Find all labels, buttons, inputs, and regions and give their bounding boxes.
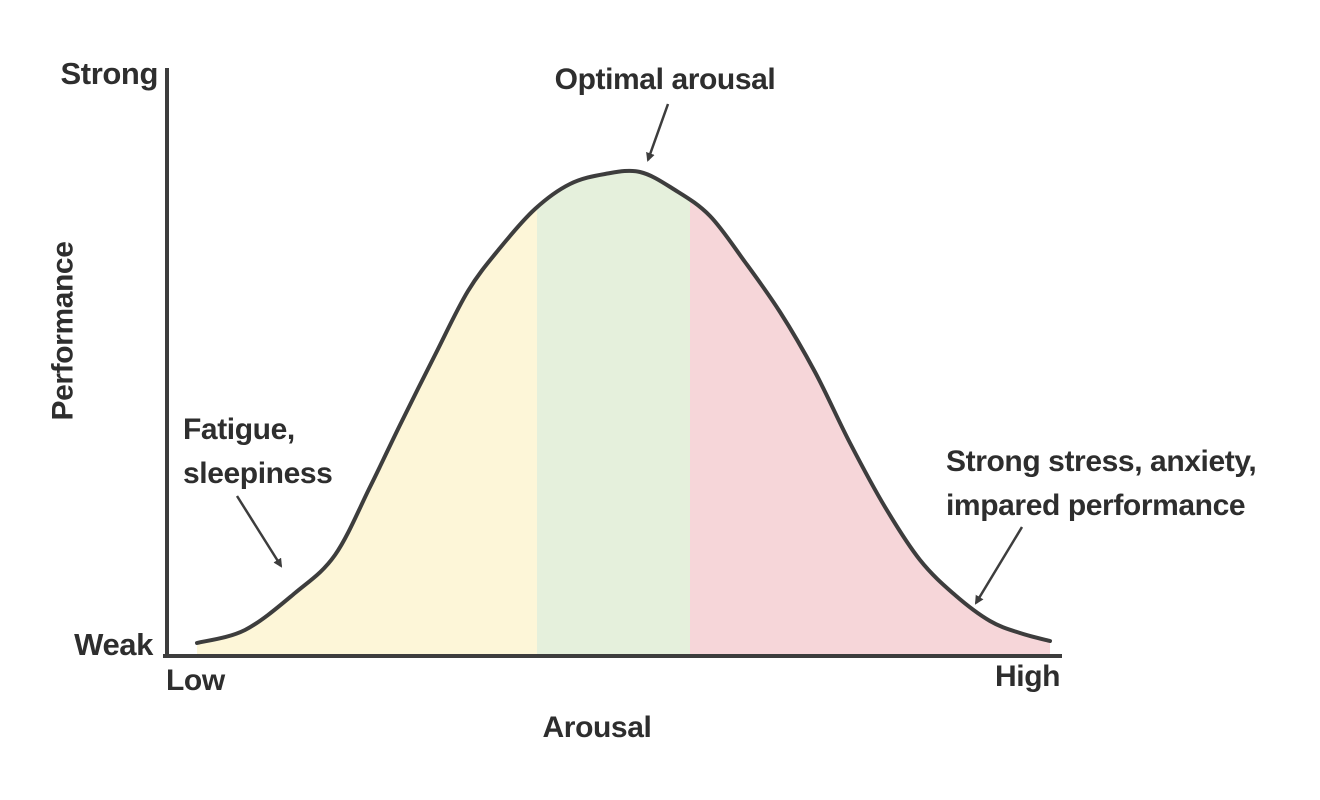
region-optimal-arousal-zone <box>537 170 690 654</box>
y-axis-min-label: Weak <box>74 627 153 662</box>
annotation-optimal-arousal: Optimal arousal <box>554 63 776 96</box>
y-axis-max-label: Strong <box>60 56 159 91</box>
annotation-fatigue-sleepiness: Fatigue, sleepiness <box>183 413 333 491</box>
region-low-arousal-zone <box>197 207 537 654</box>
performance-curve <box>195 168 1052 645</box>
x-axis-max-label: High <box>995 660 1061 693</box>
stress-arrow-icon <box>974 526 1024 605</box>
fatigue-arrow-icon <box>235 495 283 568</box>
x-axis-title: Arousal <box>542 711 652 744</box>
x-axis-min-label: Low <box>166 664 225 697</box>
optimal-arrow-icon <box>646 103 670 162</box>
annotation-strong-stress: Strong stress, anxiety, impared performa… <box>946 445 1257 523</box>
y-axis-title: Performance <box>46 241 80 421</box>
